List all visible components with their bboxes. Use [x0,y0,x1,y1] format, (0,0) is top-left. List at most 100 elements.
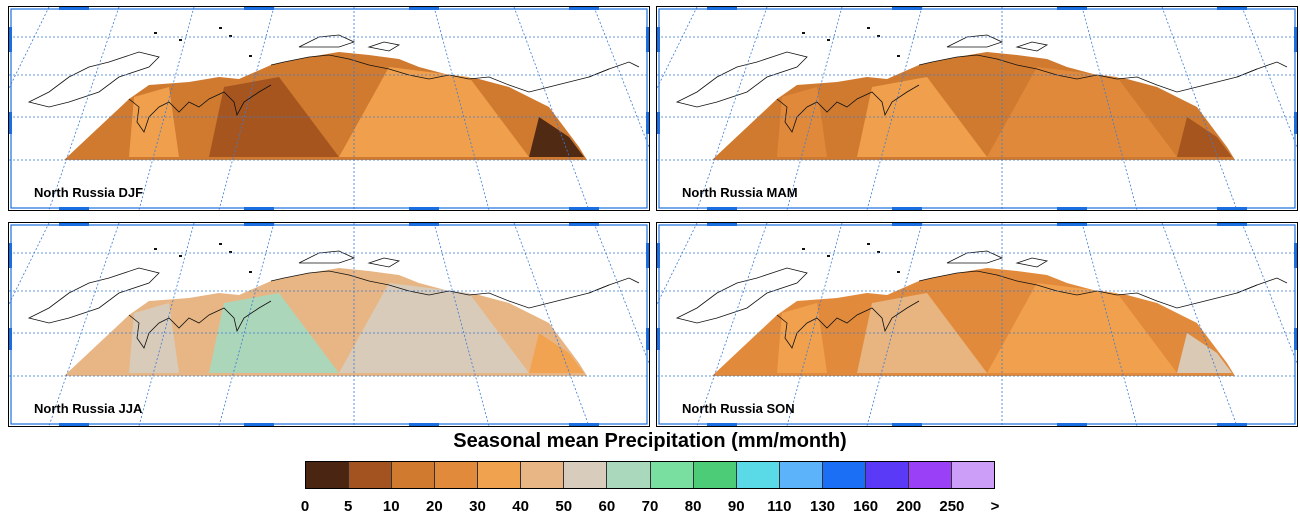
coastline-path [367,41,401,52]
island [802,248,805,250]
coastline [675,243,1288,349]
grid-line [218,223,275,426]
island [219,243,222,245]
map-frame [10,8,648,209]
map-graphic [657,223,1297,426]
colorbar-segment [779,462,823,488]
field-region [987,67,1177,157]
grid-line [218,7,275,210]
island [877,251,880,253]
coastline-path [270,54,610,93]
colorbar-tick-label: 160 [853,498,879,515]
grid-line [513,7,590,210]
coastline-path [298,250,356,264]
panel-label: North Russia DJF [34,185,144,200]
colorbar-segment [392,462,436,488]
coastline-path [588,277,640,294]
colorbar-tick-label: 40 [512,498,529,515]
colorbar-tick-label: 130 [809,498,836,515]
colorbar [305,461,995,489]
coastline-path [588,61,640,78]
island [867,27,870,29]
colorbar-segment [736,462,780,488]
coastline-path [776,300,920,349]
panel-label: North Russia SON [682,401,795,416]
grid-line [48,7,120,210]
colorbar-segment [306,462,350,488]
field-region [339,283,529,373]
coastline-path [270,270,610,309]
island [179,39,182,41]
island [827,39,830,41]
coastline [27,243,640,349]
colorbar-segment [564,462,608,488]
island [827,255,830,257]
grid-line [1081,7,1138,210]
colorbar-tick-label: 70 [641,498,659,515]
coastline [27,27,640,133]
grid-line [593,223,649,364]
grid-line [593,7,649,148]
grid-line [433,223,490,426]
island [802,32,805,34]
colorbar-tick-label: 50 [555,498,573,515]
island [219,27,222,29]
latlon-grid [657,7,1297,210]
map-panel-son: North Russia SON [656,222,1298,427]
island [179,255,182,257]
precipitation-field [712,268,1235,376]
coastline [675,27,1288,133]
island [897,55,900,57]
island [229,35,232,37]
field-region [339,67,529,157]
grid-line [866,7,923,210]
field-region [529,117,584,157]
colorbar-tick-label: 20 [426,498,443,515]
island [897,271,900,273]
colorbar-segment [908,462,952,488]
coastline-path [128,300,272,349]
grid-line [1241,223,1297,364]
island [249,271,252,273]
grid-line [786,223,843,426]
colorbar-tick-label: 110 [767,498,792,515]
field-region [529,333,584,373]
coastline-path [1236,61,1288,78]
colorbar-tick-label: 5 [343,498,353,515]
colorbar-segment [349,462,393,488]
colorbar-tick-label: 10 [382,498,400,515]
coastline-path [1015,257,1049,268]
grid-line [657,7,698,90]
grid-line [48,223,120,426]
latlon-grid [657,223,1297,426]
grid-line [1161,7,1238,210]
colorbar-segment [607,462,651,488]
colorbar-segment [435,462,479,488]
field-region [129,303,179,373]
grid-line [138,7,195,210]
grid-line [433,7,490,210]
island [154,248,157,250]
coastline-path [298,34,356,48]
colorbar-segment [521,462,565,488]
field-region [987,283,1177,373]
map-graphic [9,7,649,210]
colorbar-tick-label: 250 [939,498,965,515]
map-graphic [9,223,649,426]
coastline-path [675,267,808,324]
map-frame [658,224,1296,425]
grid-line [1161,223,1238,426]
field-region [129,87,179,157]
colorbar-segment [693,462,737,488]
grid-line [786,7,843,210]
grid-line [138,223,195,426]
grid-line [9,7,50,90]
colorbar-tick-label: 0 [300,498,310,515]
island [249,55,252,57]
island [867,243,870,245]
island [154,32,157,34]
colorbar-segment [650,462,694,488]
colorbar-segment [478,462,522,488]
latlon-grid [9,7,649,210]
grid-line [866,223,923,426]
